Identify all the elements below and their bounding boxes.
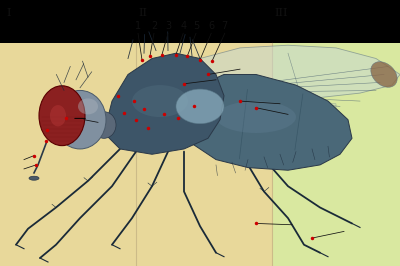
- Ellipse shape: [50, 105, 66, 126]
- Ellipse shape: [29, 176, 39, 180]
- Text: 4: 4: [180, 20, 186, 31]
- Ellipse shape: [132, 85, 188, 117]
- Bar: [272, 43, 400, 266]
- Ellipse shape: [216, 101, 296, 133]
- Polygon shape: [160, 45, 400, 112]
- Polygon shape: [104, 53, 224, 154]
- Text: 5: 5: [193, 20, 199, 31]
- Polygon shape: [184, 98, 336, 117]
- Polygon shape: [180, 74, 352, 170]
- Ellipse shape: [78, 98, 98, 114]
- Ellipse shape: [39, 86, 85, 146]
- Text: 3: 3: [165, 20, 171, 31]
- Text: 1: 1: [135, 20, 141, 31]
- Text: I: I: [6, 8, 10, 18]
- Bar: [0, 43, 136, 266]
- Bar: [136, 43, 272, 266]
- Ellipse shape: [54, 90, 106, 149]
- Text: III: III: [274, 8, 288, 18]
- Text: 7: 7: [222, 20, 228, 31]
- Text: II: II: [138, 8, 147, 18]
- Text: 6: 6: [208, 20, 214, 31]
- Ellipse shape: [176, 89, 224, 124]
- Text: 2: 2: [151, 20, 157, 31]
- Ellipse shape: [92, 112, 116, 138]
- Ellipse shape: [371, 62, 397, 87]
